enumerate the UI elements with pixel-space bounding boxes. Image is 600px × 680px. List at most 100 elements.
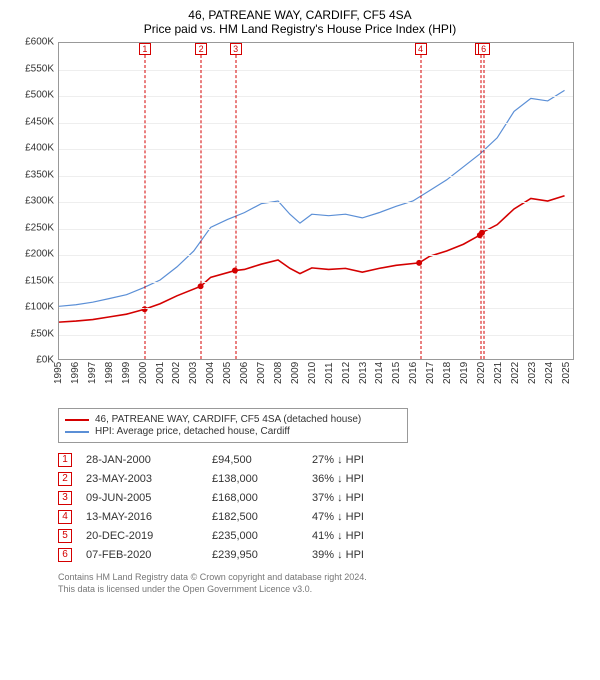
y-axis: £0K£50K£100K£150K£200K£250K£300K£350K£40… [12, 42, 58, 360]
table-row: 6 07-FEB-2020£239,95039% ↓ HPI [58, 548, 588, 562]
x-tick-label: 1996 [70, 362, 81, 384]
marker-box: 3 [230, 43, 242, 55]
x-tick-label: 2018 [442, 362, 453, 384]
legend: 46, PATREANE WAY, CARDIFF, CF5 4SA (deta… [58, 408, 408, 443]
footer-line: Contains HM Land Registry data © Crown c… [58, 572, 588, 584]
x-tick-label: 2009 [290, 362, 301, 384]
x-tick-label: 2002 [171, 362, 182, 384]
tx-diff: 27% ↓ HPI [312, 454, 422, 466]
tx-diff: 47% ↓ HPI [312, 511, 422, 523]
marker-box: 1 [139, 43, 151, 55]
tx-price: £138,000 [212, 473, 312, 485]
gridline [59, 123, 573, 124]
transaction-table: 128-JAN-2000£94,50027% ↓ HPI223-MAY-2003… [58, 453, 588, 562]
table-row: 3 09-JUN-2005£168,00037% ↓ HPI [58, 491, 588, 505]
chart-svg [59, 43, 573, 359]
tx-date: 28-JAN-2000 [86, 454, 212, 466]
tx-marker: 4 [58, 510, 72, 524]
x-tick-label: 1997 [87, 362, 98, 384]
tx-marker: 6 [58, 548, 72, 562]
legend-swatch [65, 431, 89, 433]
x-tick-label: 2000 [138, 362, 149, 384]
x-tick-label: 2019 [459, 362, 470, 384]
x-tick-label: 2023 [527, 362, 538, 384]
gridline [59, 149, 573, 150]
x-tick-label: 2005 [222, 362, 233, 384]
gridline [59, 176, 573, 177]
legend-row: 46, PATREANE WAY, CARDIFF, CF5 4SA (deta… [65, 414, 401, 425]
x-tick-label: 2003 [188, 362, 199, 384]
legend-swatch [65, 419, 89, 421]
tx-date: 09-JUN-2005 [86, 492, 212, 504]
tx-diff: 39% ↓ HPI [312, 549, 422, 561]
marker-vline [144, 55, 145, 359]
tx-marker: 5 [58, 529, 72, 543]
x-tick-label: 2015 [391, 362, 402, 384]
tx-diff: 41% ↓ HPI [312, 530, 422, 542]
tx-diff: 36% ↓ HPI [312, 473, 422, 485]
tx-date: 13-MAY-2016 [86, 511, 212, 523]
x-tick-label: 2025 [561, 362, 572, 384]
y-tick-label: £400K [25, 143, 54, 154]
x-tick-label: 2004 [205, 362, 216, 384]
marker-box: 6 [478, 43, 490, 55]
y-tick-label: £50K [31, 328, 54, 339]
tx-price: £94,500 [212, 454, 312, 466]
tx-marker: 3 [58, 491, 72, 505]
y-tick-label: £250K [25, 222, 54, 233]
gridline [59, 308, 573, 309]
x-tick-label: 2017 [425, 362, 436, 384]
tx-price: £239,950 [212, 549, 312, 561]
x-tick-label: 2014 [374, 362, 385, 384]
table-row: 4 13-MAY-2016£182,50047% ↓ HPI [58, 510, 588, 524]
tx-diff: 37% ↓ HPI [312, 492, 422, 504]
chart-container: 46, PATREANE WAY, CARDIFF, CF5 4SA Price… [0, 0, 600, 680]
tx-marker: 2 [58, 472, 72, 486]
tx-price: £168,000 [212, 492, 312, 504]
y-tick-label: £550K [25, 63, 54, 74]
tx-price: £235,000 [212, 530, 312, 542]
x-tick-label: 2008 [273, 362, 284, 384]
table-row: 1 28-JAN-2000£94,50027% ↓ HPI [58, 453, 588, 467]
gridline [59, 255, 573, 256]
x-tick-label: 2006 [239, 362, 250, 384]
tx-date: 20-DEC-2019 [86, 530, 212, 542]
chart-title: 46, PATREANE WAY, CARDIFF, CF5 4SA [12, 8, 588, 22]
tx-price: £182,500 [212, 511, 312, 523]
x-tick-label: 2020 [476, 362, 487, 384]
x-tick-label: 1998 [104, 362, 115, 384]
y-tick-label: £500K [25, 90, 54, 101]
y-tick-label: £200K [25, 249, 54, 260]
marker-box: 2 [195, 43, 207, 55]
x-tick-label: 2001 [155, 362, 166, 384]
x-tick-label: 2010 [307, 362, 318, 384]
chart-area: £0K£50K£100K£150K£200K£250K£300K£350K£40… [12, 42, 588, 360]
marker-vline [420, 55, 421, 359]
x-tick-label: 2007 [256, 362, 267, 384]
x-tick-label: 1999 [121, 362, 132, 384]
chart-subtitle: Price paid vs. HM Land Registry's House … [12, 22, 588, 36]
tx-marker: 1 [58, 453, 72, 467]
y-tick-label: £0K [36, 355, 54, 366]
x-tick-label: 1995 [53, 362, 64, 384]
marker-box: 4 [415, 43, 427, 55]
table-row: 5 20-DEC-2019£235,00041% ↓ HPI [58, 529, 588, 543]
x-axis: 1995199619971998199920002001200220032004… [58, 360, 574, 404]
legend-row: HPI: Average price, detached house, Card… [65, 426, 401, 437]
y-tick-label: £600K [25, 37, 54, 48]
plot-area: 123456 [58, 42, 574, 360]
x-tick-label: 2012 [341, 362, 352, 384]
marker-vline [201, 55, 202, 359]
x-tick-label: 2016 [408, 362, 419, 384]
legend-label: 46, PATREANE WAY, CARDIFF, CF5 4SA (deta… [95, 414, 361, 425]
tx-date: 07-FEB-2020 [86, 549, 212, 561]
footer-text: Contains HM Land Registry data © Crown c… [58, 572, 588, 595]
x-tick-label: 2021 [493, 362, 504, 384]
marker-vline [235, 55, 236, 359]
y-tick-label: £350K [25, 169, 54, 180]
marker-vline [483, 55, 484, 359]
footer-line: This data is licensed under the Open Gov… [58, 584, 588, 596]
x-tick-label: 2022 [510, 362, 521, 384]
gridline [59, 229, 573, 230]
y-tick-label: £450K [25, 116, 54, 127]
